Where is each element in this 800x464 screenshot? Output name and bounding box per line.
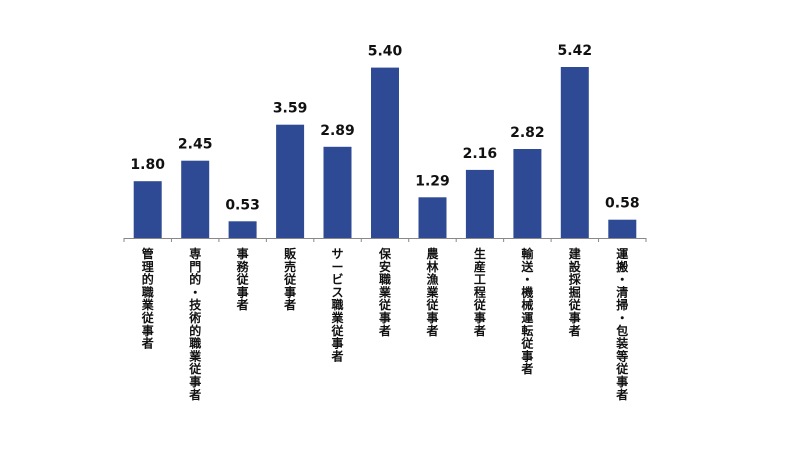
bar — [513, 149, 542, 238]
value-label: 1.29 — [415, 173, 450, 189]
value-label: 3.59 — [273, 101, 308, 117]
category-label: サービス職業従事者 — [330, 247, 344, 363]
x-ticks-group — [123, 238, 647, 242]
category-label: 生産工程従事者 — [473, 246, 487, 338]
bar — [228, 221, 257, 238]
bar — [418, 197, 447, 238]
value-label: 2.82 — [510, 125, 545, 141]
category-label: 販売従事者 — [283, 246, 297, 312]
category-label: 農林漁業従事者 — [425, 246, 439, 338]
value-label: 5.42 — [558, 43, 593, 59]
bar — [323, 146, 352, 238]
value-label: 0.53 — [225, 197, 260, 213]
bar — [560, 67, 589, 238]
bar — [276, 124, 305, 238]
value-label: 0.58 — [605, 196, 640, 212]
value-label: 1.80 — [130, 157, 165, 173]
bar — [465, 169, 494, 238]
value-labels-group: 1.80 2.45 0.53 3.59 2.89 5.40 1.29 2.16 2.82 5.42… — [130, 43, 639, 213]
category-label: 建設採掘従事者 — [568, 246, 582, 338]
bar — [371, 67, 399, 238]
value-label: 2.89 — [320, 123, 355, 139]
category-label: 管理的職業従事者 — [141, 246, 155, 351]
category-label: 専門的・技術的職業従事者 — [188, 246, 202, 402]
value-label: 2.45 — [178, 137, 213, 153]
category-label: 保安職業従事者 — [378, 246, 392, 338]
bar — [181, 160, 210, 238]
category-label: 運搬・清掃・包装等従事者 — [615, 247, 629, 402]
bar — [133, 181, 162, 238]
bars-group — [133, 67, 637, 238]
category-labels-group: 管理的職業従事者 専門的・技術的職業従事者 事務従事者 販売従事者 サービス職業従事者 保… — [141, 246, 630, 402]
category-label: 輸送・機械運転従事者 — [520, 246, 534, 376]
value-label: 5.40 — [368, 44, 403, 60]
value-label: 2.16 — [463, 146, 498, 162]
category-label: 事務従事者 — [236, 246, 250, 312]
bar — [608, 219, 637, 238]
